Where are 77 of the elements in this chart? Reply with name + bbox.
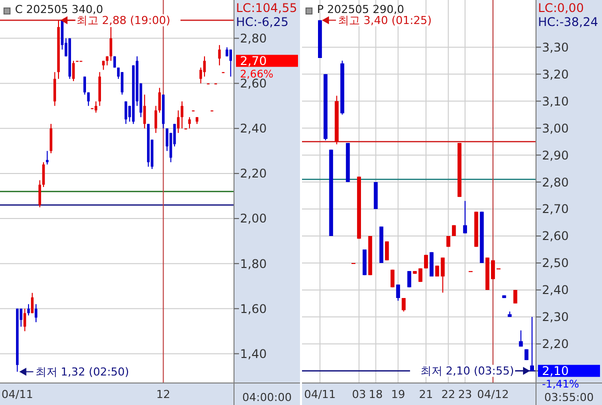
- candlestick: [154, 105, 158, 134]
- candlestick: [396, 284, 400, 302]
- y-tick-label: 2,20: [542, 337, 569, 352]
- candlestick: [158, 87, 161, 114]
- annotation: 최저 2,10 (03:55): [420, 364, 514, 378]
- x-tick-label: 03: [352, 388, 366, 401]
- x-tick-label: 22: [441, 388, 456, 401]
- y-tick-label: 2,40: [240, 122, 267, 136]
- x-tick-label: 18: [368, 388, 383, 401]
- candlestick: [94, 100, 98, 114]
- y-tick-label: 2,80: [240, 32, 267, 46]
- x-tick-label: 23: [458, 388, 472, 401]
- candlestick: [402, 298, 406, 312]
- candlestick: [203, 56, 206, 78]
- candlestick: [72, 60, 75, 82]
- text: 2,10: [542, 364, 569, 378]
- candlestick: [446, 236, 450, 248]
- text: LC:0,00: [538, 1, 584, 15]
- y-tick-label: 2,90: [542, 148, 569, 162]
- y-tick-label: 2,40: [542, 283, 569, 298]
- y-tick-label: 1,40: [240, 346, 267, 361]
- candlestick: [30, 292, 34, 314]
- x-tick-label: 19: [391, 388, 406, 401]
- x-tick-label: 04/11: [304, 388, 336, 401]
- candlestick: [407, 270, 412, 288]
- candlestick: [83, 76, 86, 96]
- candlestick: [180, 100, 184, 129]
- x-tick-label: 04/11: [1, 388, 34, 401]
- y-tick-label: 3,20: [542, 67, 569, 82]
- candlestick: [530, 316, 534, 372]
- candlestick: [23, 308, 26, 332]
- x-tick-label: 21: [419, 388, 433, 401]
- chart-title: P 202505 290,0: [317, 3, 404, 16]
- candlestick: [124, 100, 128, 124]
- candlestick: [229, 49, 232, 78]
- candlestick: [87, 92, 90, 106]
- text: 03:55:00: [544, 391, 594, 404]
- annotation: 최고 3,40 (01:25): [338, 14, 432, 28]
- text: 04:00:00: [242, 391, 292, 404]
- y-tick-label: 2,30: [542, 310, 569, 324]
- y-tick-label: 2,60: [542, 229, 569, 244]
- x-tick-label: 12: [156, 388, 170, 401]
- text: HC:-6,25: [236, 15, 288, 29]
- text: HC:-38,24: [538, 15, 598, 29]
- y-tick-label: 2,00: [240, 212, 267, 226]
- y-tick-label: 2,50: [542, 256, 569, 270]
- text: -1,41%: [542, 378, 580, 391]
- annotation: 최저 1,32 (02:50): [35, 366, 130, 379]
- candlestick: [27, 304, 30, 316]
- y-tick-label: 2,20: [240, 166, 267, 181]
- candlestick: [120, 72, 124, 96]
- candlestick: [435, 265, 440, 277]
- candlestick: [384, 240, 389, 261]
- candlestick: [463, 200, 468, 234]
- candlestick: [188, 116, 191, 129]
- y-tick-label: 3,30: [542, 40, 569, 54]
- candlestick: [513, 289, 518, 304]
- candlestick: [34, 304, 38, 323]
- candlestick: [143, 94, 146, 129]
- y-tick-label: 2,80: [542, 175, 569, 190]
- text: LC:104,55: [236, 1, 298, 15]
- candlestick: [50, 123, 52, 154]
- candlestick: [518, 330, 523, 348]
- candlestick: [440, 257, 445, 294]
- candlestick: [226, 46, 228, 57]
- candlestick: [176, 110, 180, 134]
- chart-title: C 202505 340,0: [15, 3, 104, 16]
- candlestick: [53, 72, 56, 106]
- candlestick: [218, 44, 221, 66]
- y-tick-label: 1,80: [240, 256, 267, 271]
- annotation: 최고 2,88 (19:00): [76, 14, 170, 28]
- y-tick-label: 1,60: [240, 302, 267, 316]
- y-tick-label: 3,10: [542, 94, 569, 108]
- y-tick-label: 3,00: [542, 121, 569, 136]
- y-tick-label: 2,70: [542, 202, 569, 216]
- candlestick: [110, 26, 112, 62]
- x-tick-label: 04/12: [477, 388, 509, 401]
